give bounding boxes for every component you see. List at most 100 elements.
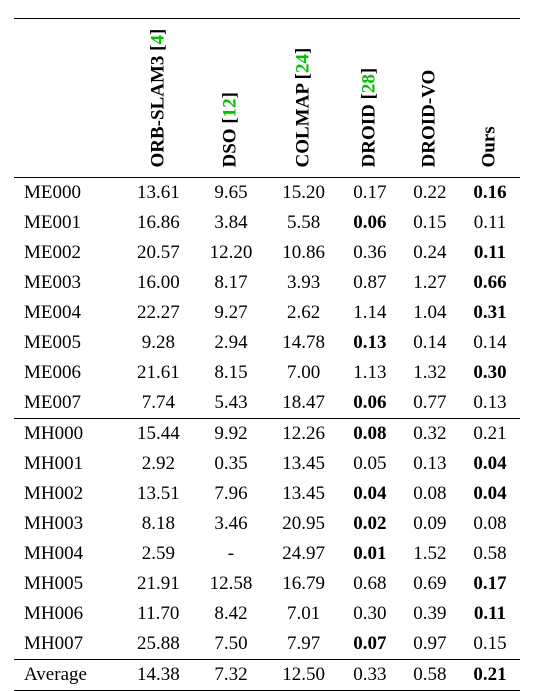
header-label: COLMAP [24] bbox=[293, 149, 315, 168]
citation: 4 bbox=[147, 35, 168, 45]
table-row: ME00116.863.845.580.060.150.11 bbox=[14, 208, 520, 238]
cell-value: 0.17 bbox=[460, 569, 520, 599]
cell-value: 15.44 bbox=[122, 419, 195, 450]
cell-value: 0.68 bbox=[340, 569, 400, 599]
cell-value: 24.97 bbox=[267, 539, 340, 569]
cell-value: 3.93 bbox=[267, 268, 340, 298]
cell-value: 0.58 bbox=[400, 660, 460, 691]
table-row: ME00013.619.6515.200.170.220.16 bbox=[14, 178, 520, 209]
cell-value: 9.65 bbox=[195, 178, 268, 209]
row-label: ME006 bbox=[14, 358, 122, 388]
cell-value: 0.13 bbox=[340, 328, 400, 358]
citation: 28 bbox=[359, 74, 380, 93]
citation: 24 bbox=[293, 54, 314, 73]
header-text: DSO bbox=[220, 124, 241, 168]
cell-value: 0.14 bbox=[460, 328, 520, 358]
cell-value: 0.32 bbox=[400, 419, 460, 450]
cell-value: 10.86 bbox=[267, 238, 340, 268]
cell-value: 7.32 bbox=[195, 660, 268, 691]
table-row: MH00725.887.507.970.070.970.15 bbox=[14, 629, 520, 660]
cell-value: 0.69 bbox=[400, 569, 460, 599]
cell-value: 0.04 bbox=[340, 479, 400, 509]
cell-value: 13.45 bbox=[267, 449, 340, 479]
header-blank bbox=[14, 19, 122, 178]
cell-value: 8.17 bbox=[195, 268, 268, 298]
cell-value: 5.58 bbox=[267, 208, 340, 238]
cell-value: 0.21 bbox=[460, 660, 520, 691]
cell-value: 1.13 bbox=[340, 358, 400, 388]
cell-value: 0.04 bbox=[460, 449, 520, 479]
cell-value: 12.20 bbox=[195, 238, 268, 268]
cell-value: 12.50 bbox=[267, 660, 340, 691]
cell-value: 13.51 bbox=[122, 479, 195, 509]
row-label: ME000 bbox=[14, 178, 122, 209]
header-label: DSO [12] bbox=[220, 149, 242, 168]
cell-value: 11.70 bbox=[122, 599, 195, 629]
cell-value: 8.18 bbox=[122, 509, 195, 539]
cell-value: 12.58 bbox=[195, 569, 268, 599]
cell-value: 8.15 bbox=[195, 358, 268, 388]
cell-value: 0.97 bbox=[400, 629, 460, 660]
table-row: MH00015.449.9212.260.080.320.21 bbox=[14, 419, 520, 450]
cell-value: 1.32 bbox=[400, 358, 460, 388]
cell-value: 20.95 bbox=[267, 509, 340, 539]
row-label: MH002 bbox=[14, 479, 122, 509]
cell-value: 0.14 bbox=[400, 328, 460, 358]
table-row: MH0012.920.3513.450.050.130.04 bbox=[14, 449, 520, 479]
header-droid: DROID [28] bbox=[340, 19, 400, 178]
header-text: DROID bbox=[359, 99, 380, 167]
table-row: ME00422.279.272.621.141.040.31 bbox=[14, 298, 520, 328]
row-label: MH003 bbox=[14, 509, 122, 539]
cell-value: 5.43 bbox=[195, 388, 268, 419]
cell-value: 22.27 bbox=[122, 298, 195, 328]
cell-value: 16.86 bbox=[122, 208, 195, 238]
cell-value: 0.09 bbox=[400, 509, 460, 539]
row-label: ME003 bbox=[14, 268, 122, 298]
cell-value: 25.88 bbox=[122, 629, 195, 660]
cell-value: 14.38 bbox=[122, 660, 195, 691]
cell-value: 0.05 bbox=[340, 449, 400, 479]
cell-value: 0.17 bbox=[340, 178, 400, 209]
header-text: COLMAP bbox=[293, 79, 314, 167]
cell-value: 0.66 bbox=[460, 268, 520, 298]
cell-value: 0.01 bbox=[340, 539, 400, 569]
row-label: MH000 bbox=[14, 419, 122, 450]
cell-value: 3.84 bbox=[195, 208, 268, 238]
cell-value: 0.30 bbox=[460, 358, 520, 388]
cell-value: 1.27 bbox=[400, 268, 460, 298]
citation: 12 bbox=[220, 98, 241, 117]
cell-value: 2.94 bbox=[195, 328, 268, 358]
table-row: Average14.387.3212.500.330.580.21 bbox=[14, 660, 520, 691]
cell-value: 7.50 bbox=[195, 629, 268, 660]
header-ours: Ours bbox=[460, 19, 520, 178]
row-label: MH007 bbox=[14, 629, 122, 660]
cell-value: 15.20 bbox=[267, 178, 340, 209]
table-row: MH00611.708.427.010.300.390.11 bbox=[14, 599, 520, 629]
cell-value: 0.15 bbox=[400, 208, 460, 238]
cell-value: 0.07 bbox=[340, 629, 400, 660]
cell-value: 0.33 bbox=[340, 660, 400, 691]
cell-value: 18.47 bbox=[267, 388, 340, 419]
table-row: ME00621.618.157.001.131.320.30 bbox=[14, 358, 520, 388]
cell-value: 9.28 bbox=[122, 328, 195, 358]
cell-value: 8.42 bbox=[195, 599, 268, 629]
cell-value: 2.59 bbox=[122, 539, 195, 569]
cell-value: 1.52 bbox=[400, 539, 460, 569]
row-label: MH004 bbox=[14, 539, 122, 569]
table-row: ME00220.5712.2010.860.360.240.11 bbox=[14, 238, 520, 268]
cell-value: 0.13 bbox=[400, 449, 460, 479]
row-label: ME004 bbox=[14, 298, 122, 328]
header-colmap: COLMAP [24] bbox=[267, 19, 340, 178]
cell-value: 0.02 bbox=[340, 509, 400, 539]
cell-value: 9.92 bbox=[195, 419, 268, 450]
cell-value: 0.06 bbox=[340, 388, 400, 419]
cell-value: 20.57 bbox=[122, 238, 195, 268]
cell-value: 0.24 bbox=[400, 238, 460, 268]
table-body: ME00013.619.6515.200.170.220.16ME00116.8… bbox=[14, 178, 520, 691]
cell-value: 0.16 bbox=[460, 178, 520, 209]
cell-value: 0.08 bbox=[340, 419, 400, 450]
cell-value: 0.08 bbox=[460, 509, 520, 539]
row-label: ME002 bbox=[14, 238, 122, 268]
cell-value: 14.78 bbox=[267, 328, 340, 358]
header-text: Ours bbox=[479, 126, 500, 167]
